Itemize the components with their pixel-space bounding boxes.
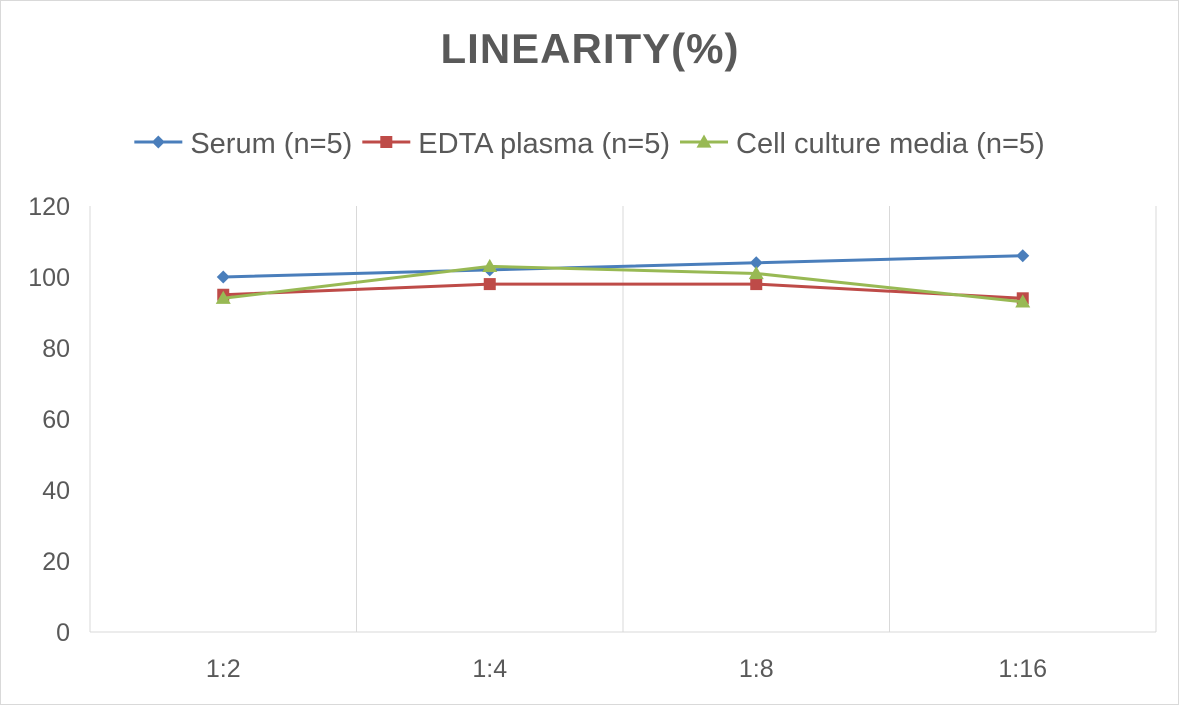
y-tick-label: 60 xyxy=(42,406,70,434)
x-tick-label: 1:2 xyxy=(206,655,241,683)
data-point xyxy=(216,270,230,284)
data-point xyxy=(750,278,763,291)
x-tick-label: 1:16 xyxy=(998,655,1047,683)
series-line xyxy=(223,264,1023,304)
data-point xyxy=(749,256,763,270)
data-point xyxy=(483,278,496,291)
chart-grid xyxy=(89,206,1157,633)
legend-label: EDTA plasma (n=5) xyxy=(418,128,670,160)
chart-legend: Serum (n=5) EDTA plasma (n=5) Cell culture… xyxy=(134,128,1045,160)
x-tick-label: 1:8 xyxy=(739,655,774,683)
data-point xyxy=(748,265,764,280)
legend-item: Cell culture media (n=5) xyxy=(680,128,1045,160)
y-tick-label: 120 xyxy=(28,193,70,221)
y-tick-label: 80 xyxy=(42,335,70,363)
data-point xyxy=(1015,294,1031,308)
legend-item: Serum (n=5) xyxy=(134,128,352,160)
legend-marker xyxy=(380,136,393,148)
chart-series-group xyxy=(215,249,1031,308)
data-point xyxy=(482,258,498,272)
series-3 xyxy=(215,258,1031,308)
legend-label: Serum (n=5) xyxy=(190,128,352,160)
data-point xyxy=(1016,249,1030,263)
y-tick-label: 0 xyxy=(56,619,70,647)
legend-item: EDTA plasma (n=5) xyxy=(362,128,670,160)
chart-title: LINEARITY(%) xyxy=(441,25,740,72)
legend-marker xyxy=(151,135,165,149)
y-tick-label: 20 xyxy=(42,548,70,576)
chart-axes: 0 20 40 60 80 100 120 1:2 1:4 1:8 1:16 xyxy=(28,193,1047,683)
series-line xyxy=(223,282,1023,300)
legend-marker xyxy=(696,134,712,148)
data-point xyxy=(215,290,231,304)
series-line xyxy=(223,254,1023,279)
x-tick-label: 1:4 xyxy=(472,655,507,683)
y-tick-label: 40 xyxy=(42,477,70,505)
y-tick-label: 100 xyxy=(28,264,70,292)
legend-label: Cell culture media (n=5) xyxy=(736,128,1045,160)
